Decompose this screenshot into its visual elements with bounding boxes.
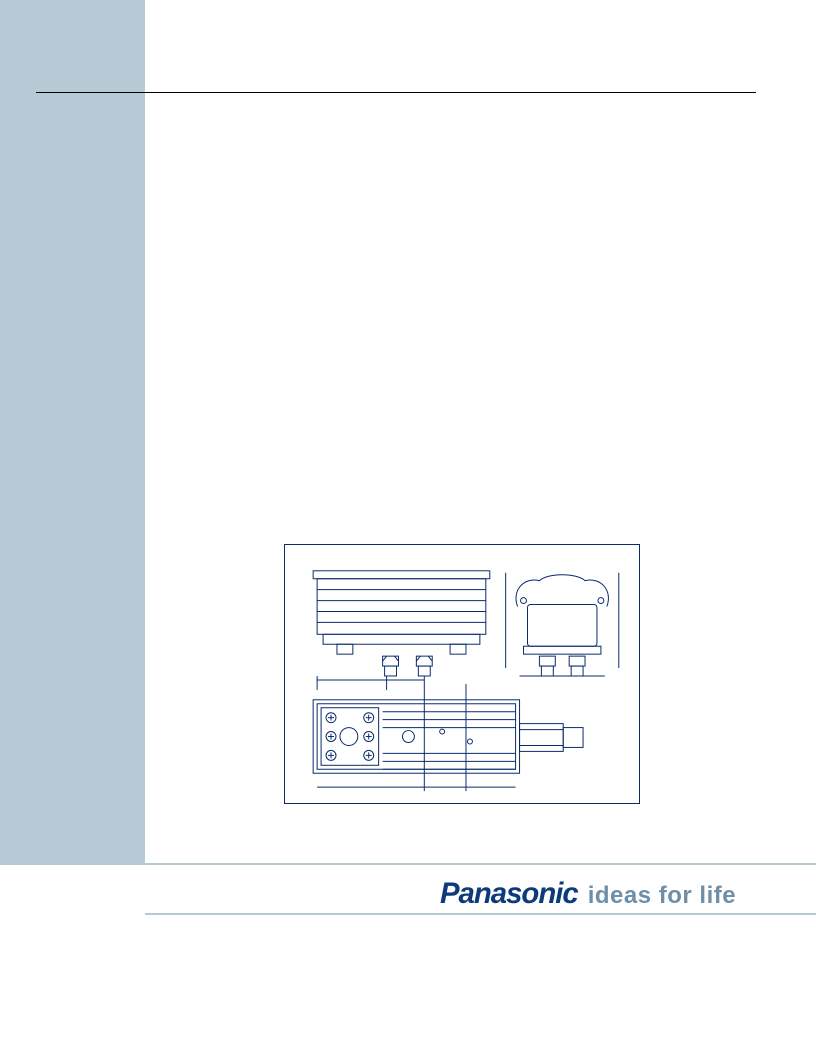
top-horizontal-rule [36,92,756,93]
brand-tagline: ideas for life [588,882,736,910]
footer-rule-top [145,863,816,865]
footer-rule-bottom [145,913,816,915]
brand-row: Panasonic ideas for life [440,877,736,911]
brand-wordmark: Panasonic [440,877,578,911]
technical-diagram [284,544,640,804]
left-accent-band [0,0,145,865]
technical-diagram-svg [285,545,639,803]
